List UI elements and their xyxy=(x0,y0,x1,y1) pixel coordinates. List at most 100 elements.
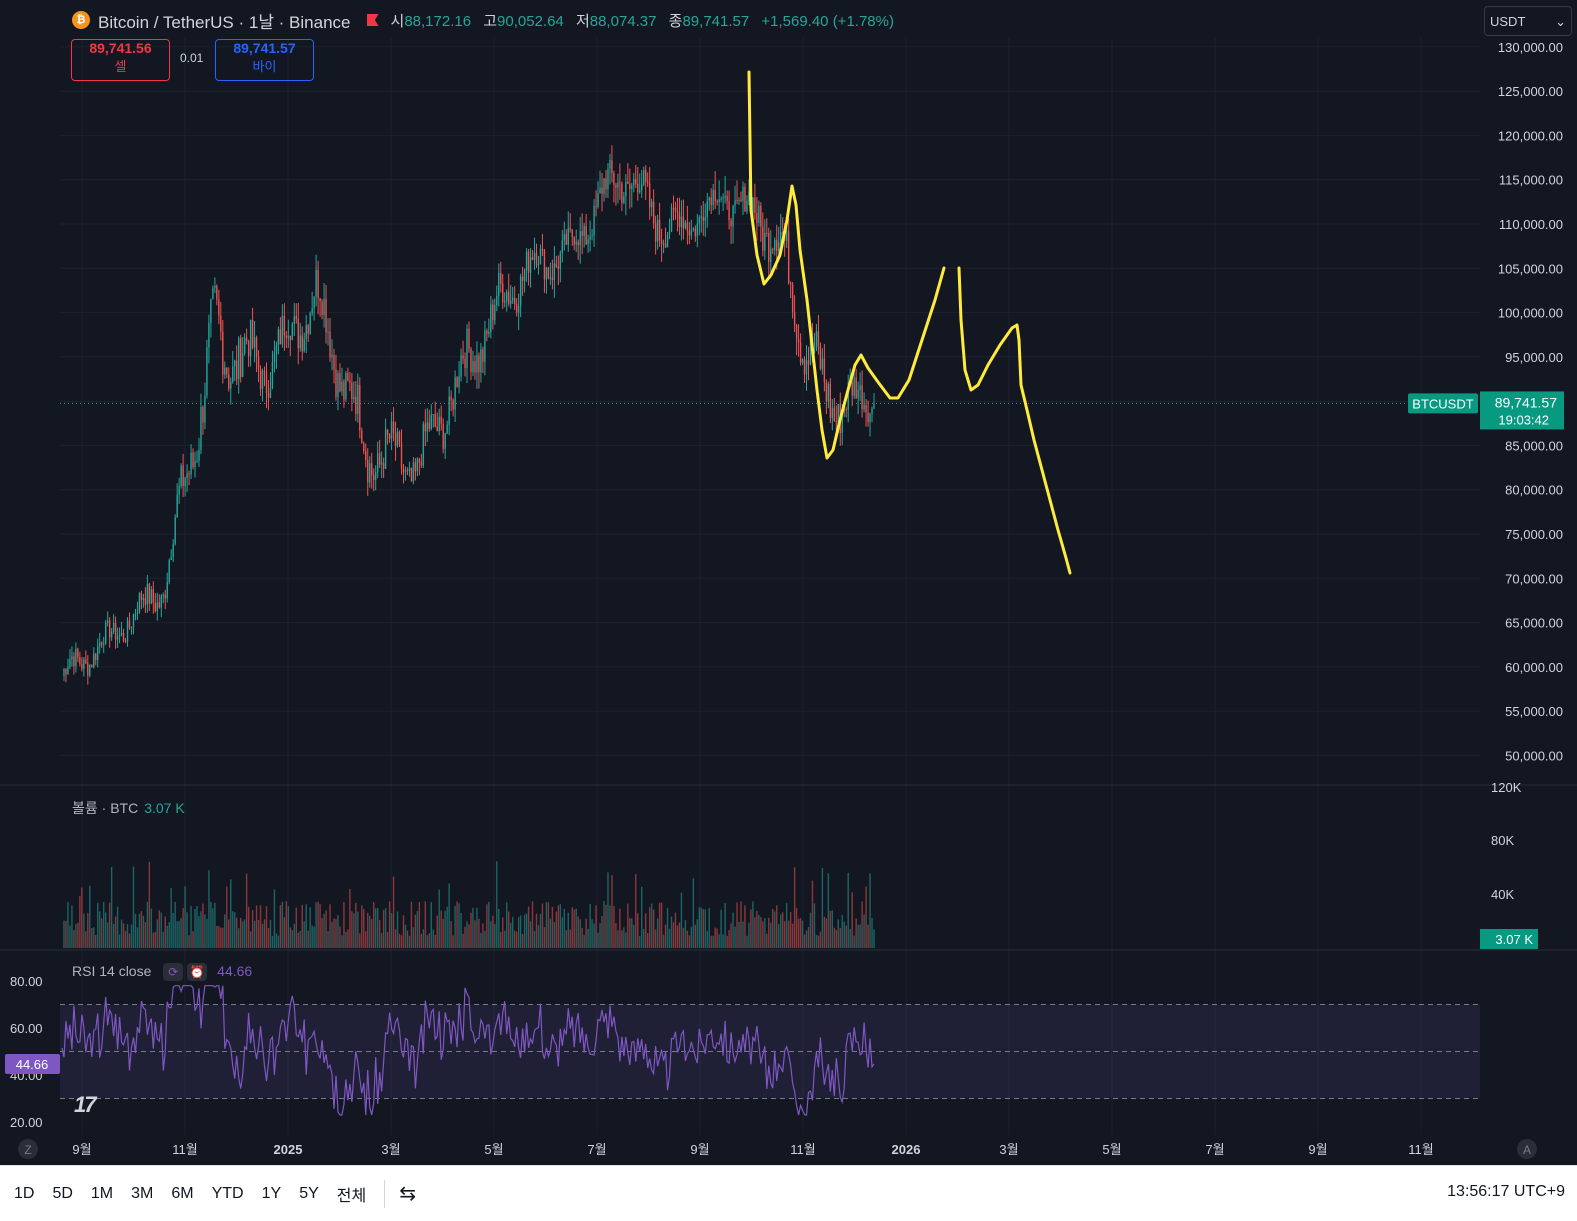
candle-body xyxy=(112,622,115,632)
auto-scale-button[interactable] xyxy=(1517,1139,1537,1159)
candle-body xyxy=(819,345,822,369)
zoom-reset-button[interactable] xyxy=(18,1139,38,1159)
volume-bar xyxy=(625,932,627,948)
volume-bar xyxy=(206,918,208,948)
candle-body xyxy=(490,304,492,332)
candle-body xyxy=(573,237,575,245)
volume-bar xyxy=(343,901,345,948)
volume-bar xyxy=(140,911,143,948)
volume-bar xyxy=(857,924,859,948)
candle-body xyxy=(347,372,349,381)
candle-body xyxy=(662,243,665,245)
candle-body xyxy=(426,422,429,432)
volume-bar xyxy=(388,901,391,948)
candle-body xyxy=(607,168,609,190)
candle-body xyxy=(164,594,166,599)
candle-body xyxy=(83,659,85,669)
candle-body xyxy=(436,426,438,432)
candle-body xyxy=(801,359,804,363)
candle-body xyxy=(541,248,544,250)
volume-bar xyxy=(112,923,115,948)
range-1m[interactable]: 1M xyxy=(90,1184,114,1202)
range-3m[interactable]: 3M xyxy=(131,1184,154,1202)
toolbar-divider xyxy=(384,1179,386,1208)
candle-body xyxy=(780,232,782,242)
candle-body xyxy=(472,361,474,373)
candle-body xyxy=(468,328,470,349)
volume-bar xyxy=(392,876,395,948)
volume-bar xyxy=(658,902,661,948)
volume-bar xyxy=(698,907,700,948)
symbol-title[interactable]: Bitcoin / TetherUS · 1날 · Binance xyxy=(98,12,351,32)
volume-bar xyxy=(355,902,357,948)
date-range-icon[interactable]: ⇆ xyxy=(399,1183,416,1205)
candle-body xyxy=(236,360,238,380)
candle-body xyxy=(593,205,595,236)
alarm-icon[interactable]: ⏰ xyxy=(187,963,208,982)
volume-bar xyxy=(555,911,558,948)
volume-bar xyxy=(482,923,484,948)
volume-bar xyxy=(748,922,750,948)
currency-select[interactable]: USDT ⌄ xyxy=(1484,6,1572,36)
sell-button[interactable]: 89,741.56 셀 xyxy=(71,39,170,81)
candle-body xyxy=(202,406,204,423)
open-value: 88,172.16 xyxy=(404,12,472,30)
volume-bar xyxy=(158,910,160,948)
refresh-icon[interactable]: ⟳ xyxy=(163,963,184,982)
volume-bar xyxy=(315,902,317,948)
volume-bar xyxy=(466,921,468,948)
candle-body xyxy=(835,421,837,423)
volume-bar xyxy=(730,923,732,948)
candle-body xyxy=(309,313,311,334)
candle-body xyxy=(93,653,95,668)
candle-body xyxy=(230,381,232,389)
range-all[interactable]: 전체 xyxy=(336,1187,367,1205)
candle-body xyxy=(311,308,313,314)
tradingview-logo-icon[interactable]: 17 xyxy=(74,1092,97,1117)
volume-bar xyxy=(770,922,772,948)
candle-body xyxy=(496,295,498,306)
candle-body xyxy=(486,330,488,334)
candle-body xyxy=(724,195,726,198)
candle-body xyxy=(265,371,268,394)
volume-bar xyxy=(309,907,311,948)
volume-bar xyxy=(87,913,89,948)
volume-bar xyxy=(831,910,834,948)
time-tick: 5월 xyxy=(1102,1142,1121,1157)
range-5y[interactable]: 5Y xyxy=(299,1184,319,1202)
range-1d[interactable]: 1D xyxy=(14,1184,35,1202)
candle-body xyxy=(303,338,305,352)
range-1y[interactable]: 1Y xyxy=(261,1184,282,1202)
volume-bar xyxy=(442,918,444,948)
volume-bar xyxy=(402,915,405,948)
candle-body xyxy=(216,285,218,300)
candle-body xyxy=(519,276,522,307)
volume-bar xyxy=(178,920,180,948)
time-tick: 9월 xyxy=(1308,1142,1327,1157)
range-5d[interactable]: 5D xyxy=(52,1184,73,1202)
volume-bar xyxy=(128,933,131,948)
volume-bar xyxy=(587,928,589,948)
volume-bar xyxy=(478,918,480,948)
volume-bar xyxy=(99,911,101,948)
chart-area[interactable]: 130,000.00 125,000.00 120,000.00 115,000.00… xyxy=(0,0,1577,1165)
candle-body xyxy=(603,178,605,194)
volume-bar xyxy=(220,927,222,948)
volume-bar xyxy=(180,918,182,948)
volume-bar xyxy=(519,915,522,948)
projection-drawing[interactable] xyxy=(747,70,1072,575)
candle-body xyxy=(599,187,601,194)
range-ytd[interactable]: YTD xyxy=(211,1184,244,1202)
candle-body xyxy=(871,408,873,414)
range-6m[interactable]: 6M xyxy=(171,1184,194,1202)
volume-bar xyxy=(843,921,845,948)
flag-icon[interactable] xyxy=(366,14,379,26)
buy-button[interactable]: 89,741.57 바이 xyxy=(215,39,314,81)
volume-bar xyxy=(367,912,369,948)
candle-body xyxy=(611,160,613,174)
candle-body xyxy=(166,582,168,599)
clock[interactable]: 13:56:17 UTC+9 xyxy=(1447,1183,1565,1200)
change-value: +1,569.40 (+1.78%) xyxy=(761,12,894,30)
candle-body xyxy=(589,236,591,240)
volume-bar xyxy=(172,912,174,948)
